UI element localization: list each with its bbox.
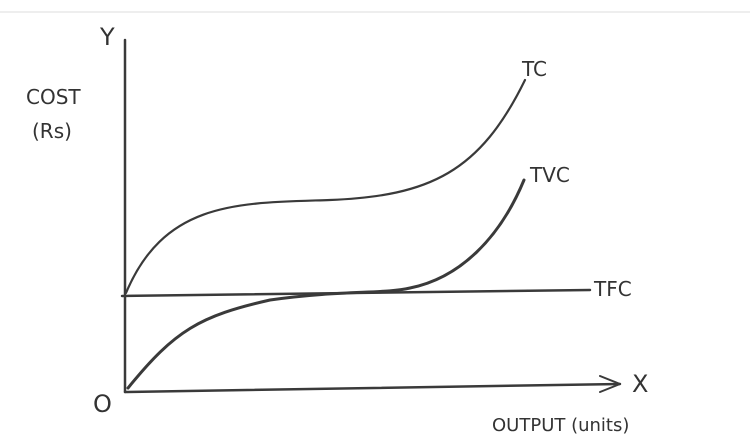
x-axis-label: X — [632, 370, 648, 398]
cost-unit-label: (Rs) — [32, 119, 72, 143]
output-label: OUTPUT (units) — [492, 415, 629, 436]
tvc-curve — [126, 178, 526, 390]
x-axis-line — [123, 382, 622, 394]
tfc-label: TFC — [593, 277, 632, 301]
tvc-label: TVC — [529, 163, 570, 187]
tc-label: TC — [521, 57, 547, 81]
origin-label: O — [93, 390, 112, 418]
y-axis-label: Y — [99, 23, 115, 51]
x-axis-arrowhead — [599, 375, 621, 393]
tc-curve — [124, 78, 527, 295]
cost-label: COST — [26, 85, 81, 109]
